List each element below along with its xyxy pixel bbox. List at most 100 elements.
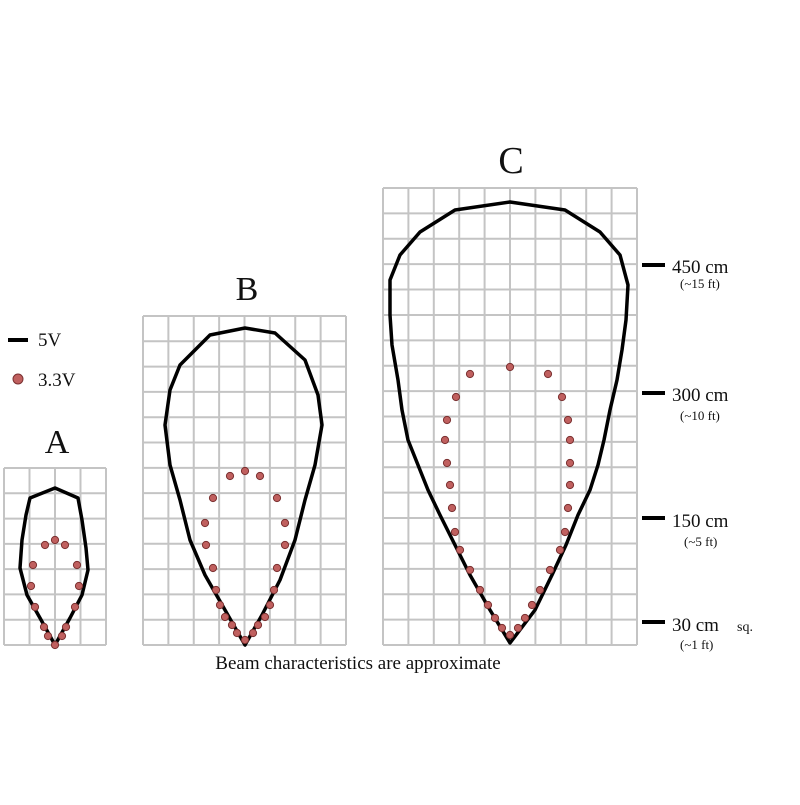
beam-dot — [565, 480, 575, 490]
scale-value-30: 30 cm — [672, 615, 719, 636]
beam-dot — [200, 518, 210, 528]
scale-mark-150: 150 cm (~5 ft) — [642, 511, 729, 549]
beam-dot — [447, 503, 457, 513]
beam-dot — [520, 613, 530, 623]
beam-dot — [445, 480, 455, 490]
panel-c-label: C — [498, 140, 523, 182]
beam-dot — [265, 600, 275, 610]
scale-value-450: 450 cm — [672, 257, 729, 278]
beam-dot — [560, 527, 570, 537]
beam-dot — [442, 415, 452, 425]
beam-dot — [280, 540, 290, 550]
beam-dot — [255, 471, 265, 481]
scale-mark-300: 300 cm (~10 ft) — [642, 385, 729, 423]
panel-c-grid — [382, 187, 638, 646]
beam-dot — [272, 493, 282, 503]
beam-dot — [253, 620, 263, 630]
beam-dot — [240, 466, 250, 476]
beam-dot — [280, 518, 290, 528]
panel-a-beam-3v3 — [26, 535, 84, 650]
beam-dot — [43, 631, 53, 641]
beam-dot — [490, 613, 500, 623]
beam-dot — [70, 602, 80, 612]
beam-dot — [545, 565, 555, 575]
beam-dot — [39, 622, 49, 632]
beam-dot — [260, 612, 270, 622]
panel-a-beam-5v — [18, 486, 90, 647]
beam-dot — [563, 503, 573, 513]
beam-dot — [74, 581, 84, 591]
caption: Beam characteristics are approximate — [215, 653, 500, 674]
panel-a: A — [3, 424, 107, 650]
beam-dot — [28, 560, 38, 570]
legend-dot-label: 3.3V — [38, 370, 76, 391]
legend-solid-label: 5V — [38, 330, 62, 351]
beam-dot — [527, 600, 537, 610]
beam-dot — [232, 628, 242, 638]
beam-dot — [440, 435, 450, 445]
beam-dot — [555, 545, 565, 555]
scale-mark-30: 30 cm sq. (~1 ft) — [642, 615, 753, 652]
scale-approx-300: (~10 ft) — [680, 408, 720, 423]
panel-c-beam-3v3 — [440, 362, 575, 640]
beam-dot — [455, 545, 465, 555]
beam-dot — [272, 563, 282, 573]
scale-value-300: 300 cm — [672, 385, 729, 406]
beam-dot — [543, 369, 553, 379]
beam-dot — [557, 392, 567, 402]
beam-dot — [535, 585, 545, 595]
beam-dot — [57, 631, 67, 641]
panel-b: B — [142, 271, 347, 647]
beam-dot — [497, 623, 507, 633]
beam-dot — [26, 581, 36, 591]
beam-dot — [30, 602, 40, 612]
beam-dot — [61, 622, 71, 632]
beam-dot — [565, 435, 575, 445]
scale-mark-450: 450 cm (~15 ft) — [642, 257, 729, 291]
beam-dot — [225, 471, 235, 481]
beam-dot — [505, 362, 515, 372]
beam-dot — [227, 620, 237, 630]
beam-dot — [201, 540, 211, 550]
panel-c: C — [382, 140, 638, 646]
beam-dot — [208, 493, 218, 503]
panel-c-beam-5v — [388, 200, 630, 645]
panel-a-label: A — [45, 424, 70, 461]
beam-dot — [465, 565, 475, 575]
panel-b-beam-3v3 — [200, 466, 290, 645]
beam-dot — [563, 415, 573, 425]
scale-marks: 450 cm (~15 ft) 300 cm (~10 ft) 150 cm (… — [642, 257, 753, 652]
beam-dot — [483, 600, 493, 610]
beam-dot — [465, 369, 475, 379]
legend: 5V 3.3V — [8, 330, 76, 391]
beam-dot — [60, 540, 70, 550]
beam-dot — [40, 540, 50, 550]
panel-b-beam-5v — [163, 326, 324, 647]
scale-value-150: 150 cm — [672, 511, 729, 532]
beam-dot — [50, 640, 60, 650]
beam-dot — [215, 600, 225, 610]
beam-dot — [450, 527, 460, 537]
beam-dot — [220, 612, 230, 622]
legend-dot-swatch — [12, 373, 24, 385]
beam-dot — [565, 458, 575, 468]
scale-approx-150: (~5 ft) — [684, 534, 717, 549]
scale-approx-30: (~1 ft) — [680, 637, 713, 652]
scale-suffix-30: sq. — [737, 620, 753, 635]
beam-dot — [240, 635, 250, 645]
beam-dot — [248, 628, 258, 638]
beam-dot — [451, 392, 461, 402]
beam-dot — [211, 585, 221, 595]
beam-dot — [208, 563, 218, 573]
beam-dot — [475, 585, 485, 595]
beam-dot — [72, 560, 82, 570]
beam-dot — [50, 535, 60, 545]
beam-dot — [269, 585, 279, 595]
scale-approx-450: (~15 ft) — [680, 276, 720, 291]
beam-dot — [505, 630, 515, 640]
panel-b-label: B — [236, 271, 259, 308]
beam-dot — [442, 458, 452, 468]
beam-dot — [513, 623, 523, 633]
